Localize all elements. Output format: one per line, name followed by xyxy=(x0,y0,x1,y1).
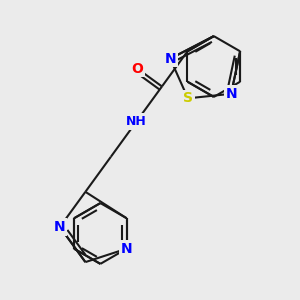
Text: S: S xyxy=(183,91,193,105)
Text: N: N xyxy=(225,87,237,101)
Text: N: N xyxy=(121,242,133,256)
Text: N: N xyxy=(164,52,176,66)
Text: O: O xyxy=(131,61,143,76)
Text: N: N xyxy=(54,220,66,234)
Text: NH: NH xyxy=(126,115,147,128)
